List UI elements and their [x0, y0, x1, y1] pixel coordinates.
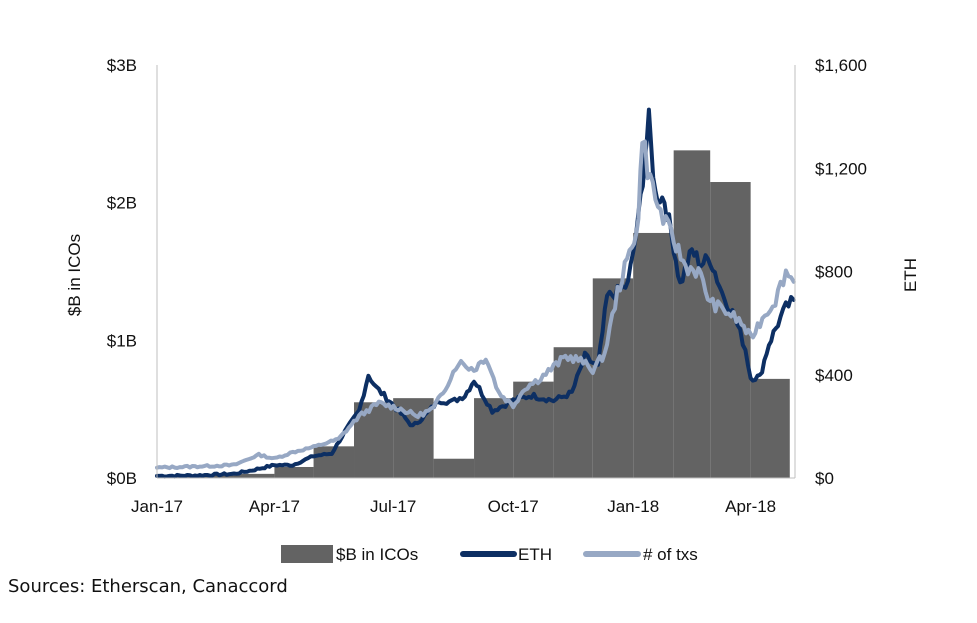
right-tick-label: $1,600: [815, 56, 867, 75]
left-tick-label: $1B: [107, 331, 137, 350]
line-eth: [155, 107, 796, 479]
legend: $B in ICOs ETH # of txs: [281, 545, 698, 564]
bars-group: [157, 150, 790, 478]
bar-2018-01: [633, 232, 674, 478]
left-tick-label: $2B: [107, 194, 137, 213]
right-tick-label: $1,200: [815, 159, 867, 178]
x-tick-label: Apr-17: [249, 497, 300, 516]
legend-label-eth: ETH: [518, 545, 552, 564]
x-tick-label: Jan-17: [131, 497, 183, 516]
right-tick-label: $800: [815, 263, 853, 282]
x-tick-label: Apr-18: [725, 497, 776, 516]
line--of-txs: [155, 139, 796, 471]
x-tick-label: Jul-17: [370, 497, 416, 516]
left-tick-label: $3B: [107, 56, 137, 75]
right-tick-label: $0: [815, 469, 834, 488]
axes-group: $0B $1B $2B $3B $0 $400 $800 $1,200 $1,600 Jan-17…: [107, 56, 867, 516]
lines-group: [155, 107, 796, 479]
right-tick-label: $400: [815, 366, 853, 385]
bar-2017-04: [274, 466, 314, 478]
bar-2017-01: [157, 476, 198, 478]
x-tick-label: Oct-17: [488, 497, 539, 516]
bar-2017-03: [233, 473, 275, 478]
legend-label-icos: $B in ICOs: [336, 545, 418, 564]
bar-2018-02: [673, 150, 711, 478]
bar-2017-02: [197, 475, 234, 478]
legend-label-txs: # of txs: [643, 545, 698, 564]
bar-2017-12: [592, 278, 634, 478]
left-tick-label: $0B: [107, 469, 137, 488]
right-axis-title: ETH: [901, 258, 920, 292]
bar-2017-08: [433, 458, 475, 478]
legend-swatch-icos: [281, 545, 333, 563]
x-tick-label: Jan-18: [607, 497, 659, 516]
bar-2018-04: [750, 378, 790, 478]
left-axis-title: $B in ICOs: [65, 234, 84, 316]
source-note: Sources: Etherscan, Canaccord: [8, 576, 288, 597]
bar-2017-11: [553, 347, 593, 478]
